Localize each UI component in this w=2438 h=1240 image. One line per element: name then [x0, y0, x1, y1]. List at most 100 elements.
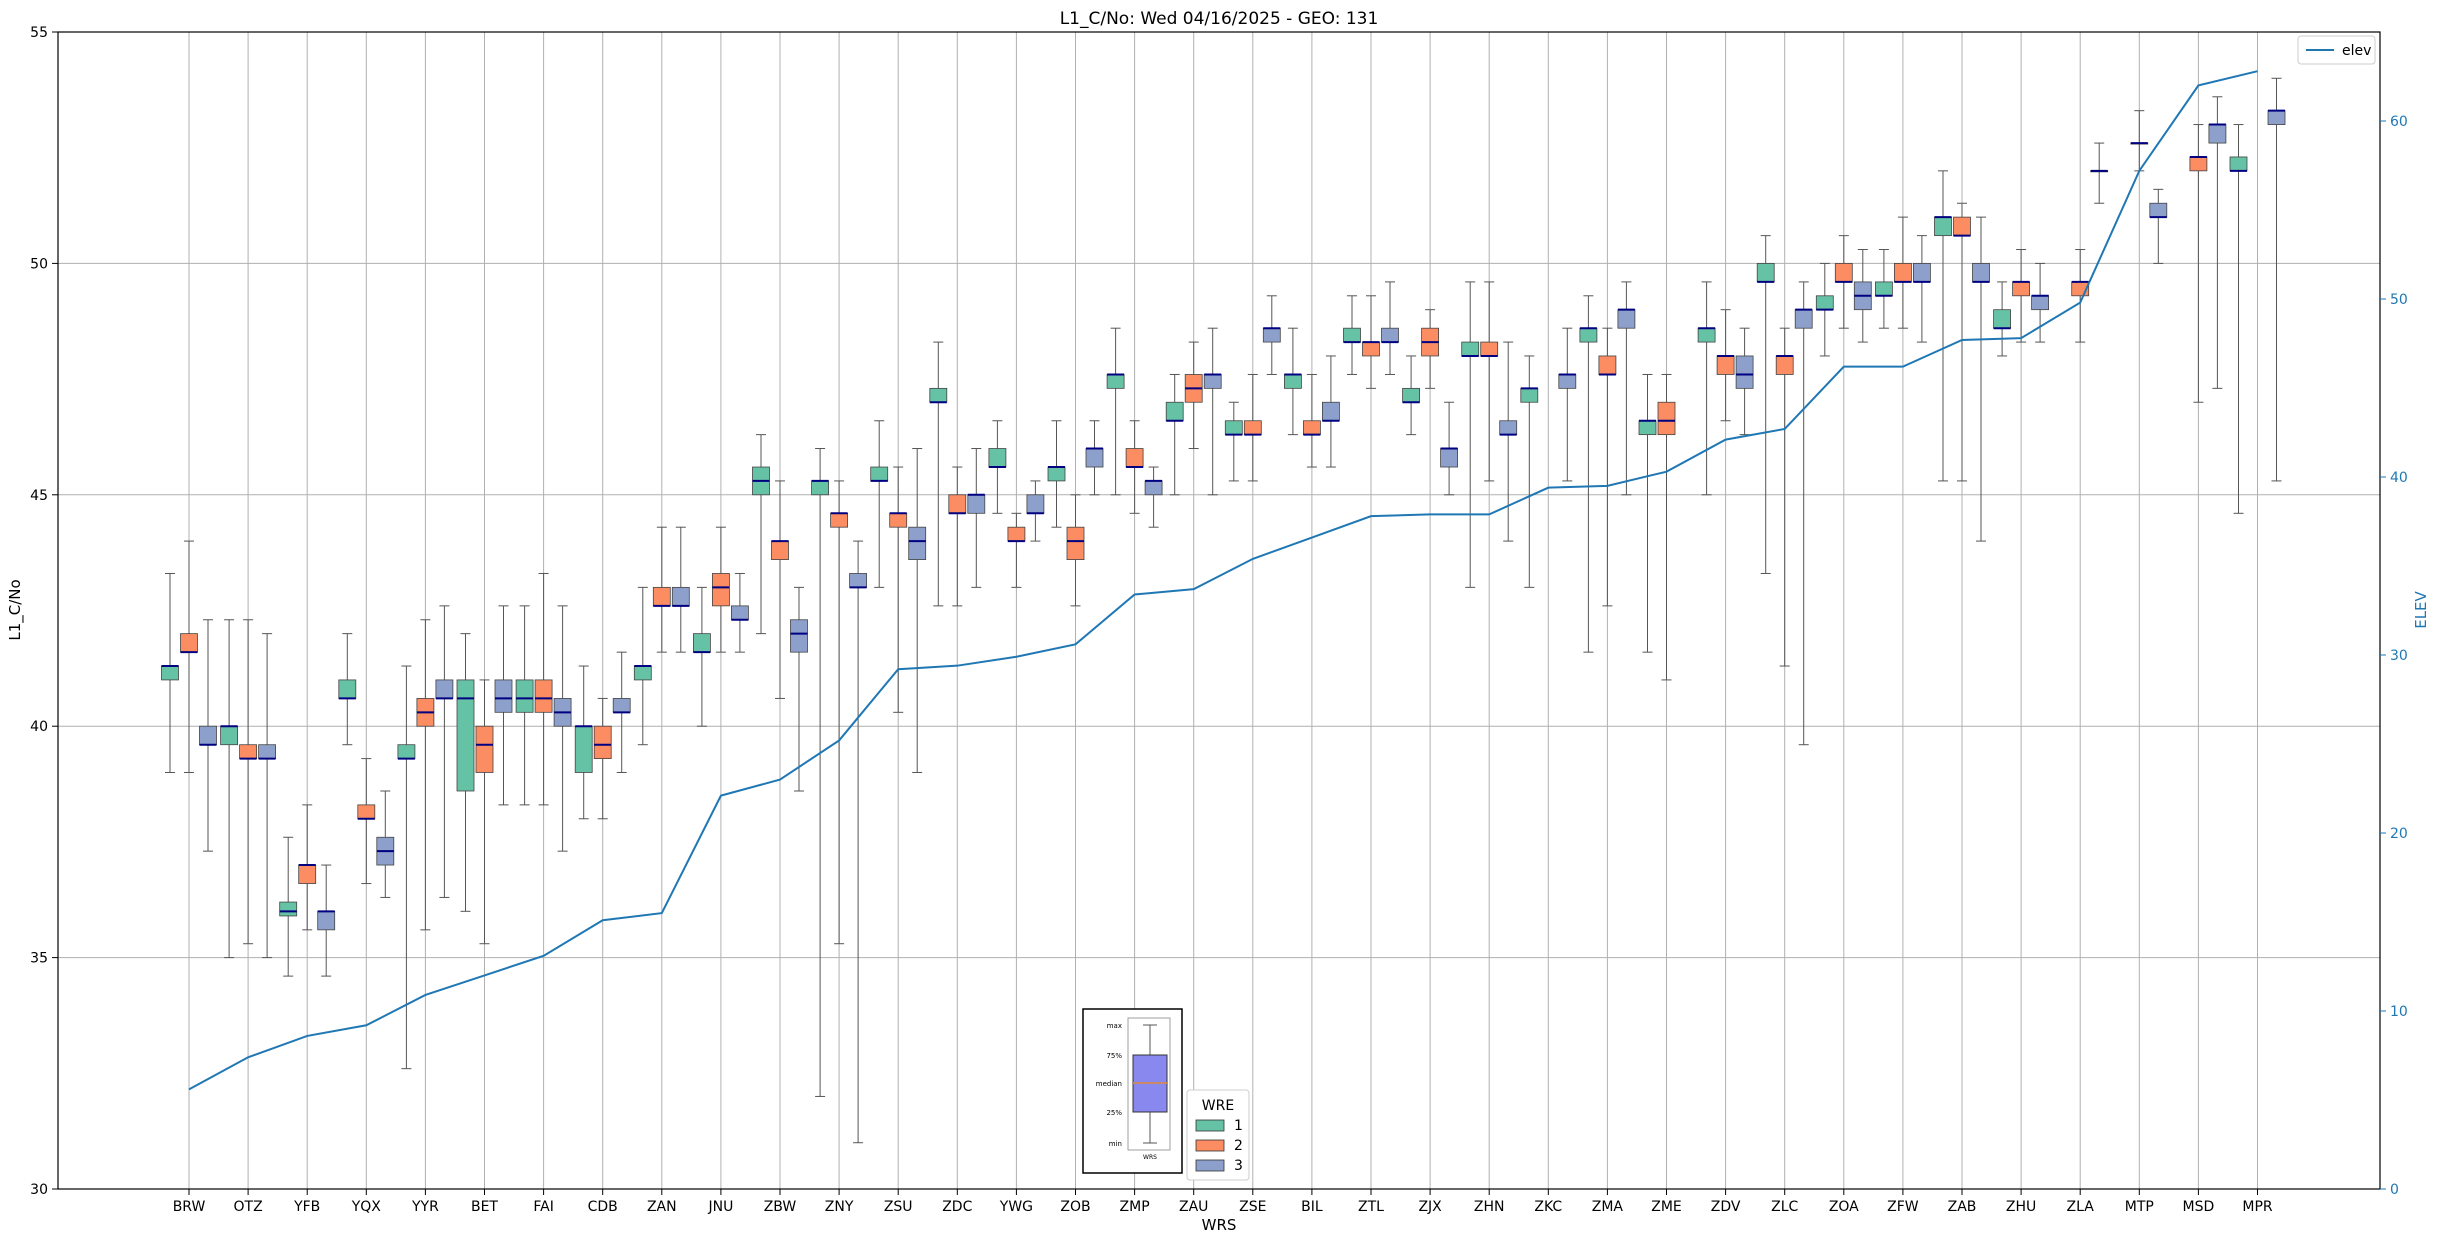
wre-legend-swatch-2 [1195, 1139, 1225, 1152]
box-wre3-ZLC [1794, 281, 1813, 746]
box-wre2-FAI [534, 572, 553, 806]
box-iqr [1834, 262, 1853, 283]
box-iqr [1993, 309, 2011, 329]
box-iqr [1284, 374, 1302, 389]
box-wre2-ZOA [1834, 235, 1853, 329]
box-iqr [180, 633, 198, 653]
box-iqr [1243, 420, 1262, 436]
elev-legend[interactable]: elev [2297, 35, 2376, 65]
box-iqr [870, 466, 889, 482]
box-wre1-BET [456, 633, 475, 912]
x-tick-label: FAI [533, 1199, 553, 1215]
box-wre2-YWG [1007, 512, 1026, 588]
box-iqr [1638, 420, 1657, 436]
box-iqr [1007, 526, 1026, 542]
box-iqr [1520, 387, 1539, 403]
box-wre3-ZMA [1617, 281, 1636, 496]
box-iqr [1066, 526, 1085, 560]
box-iqr [1165, 401, 1184, 422]
box-iqr [1381, 327, 1399, 343]
box-wre1-ZDV [1697, 281, 1716, 496]
box-wre3-ZTL [1381, 281, 1399, 375]
box-wre1-CDB [574, 665, 593, 820]
box-wre2-ZLC [1775, 327, 1794, 667]
box-wre2-ZHU [2012, 249, 2030, 343]
box-iqr [317, 910, 336, 931]
box-iqr [731, 605, 749, 621]
box-wre3-FAI [553, 605, 572, 852]
box-wre1-ZSE [1224, 401, 1243, 482]
box-iqr [811, 480, 829, 496]
box-wre3-BET [494, 605, 513, 806]
inset-key-min: min [1109, 1140, 1122, 1148]
box-iqr [1499, 420, 1518, 436]
box-iqr [948, 494, 967, 514]
box-iqr [2012, 281, 2030, 297]
box-iqr [1934, 216, 1952, 237]
box-wre3-YYR [435, 605, 454, 898]
box-wre1-ZFW [1875, 249, 1893, 329]
y2-axis: 0 10 20 30 40 50 60 [2380, 114, 2408, 1198]
y-tick-label: 30 [30, 1182, 48, 1198]
box-wre1-ZME [1638, 373, 1657, 653]
box-wre2-BRW [180, 540, 198, 773]
box-iqr [220, 725, 239, 746]
box-wre3-ZHN [1499, 341, 1518, 542]
box-iqr [1224, 420, 1243, 436]
x-tick-label: JNU [707, 1199, 733, 1215]
box-wre3-ZLA [2090, 142, 2109, 204]
box-iqr [612, 698, 631, 713]
y-tick-label: 55 [30, 25, 48, 41]
elev-line [188, 70, 2258, 1091]
wre-legend-swatch-1 [1195, 1119, 1225, 1132]
box-iqr [1480, 341, 1499, 357]
x-tick-label: ZLC [1771, 1199, 1798, 1215]
wre-legend-title: WRE [1202, 1098, 1234, 1114]
box-wre2-ZDC [948, 466, 967, 607]
x-tick-label: ZLA [2067, 1199, 2095, 1215]
plot-frame [57, 31, 2381, 1190]
x-tick-label: ZSE [1239, 1199, 1266, 1215]
box-wre3-YWG [1026, 480, 1045, 542]
box-wre2-BIL [1303, 373, 1321, 468]
x-tick-label: YWG [999, 1199, 1033, 1215]
box-wre3-ZAU [1203, 327, 1222, 496]
x-tick-label: ZME [1651, 1199, 1682, 1215]
x-tick-label: ZMA [1592, 1199, 1624, 1215]
box-wre2-ZJX [1421, 309, 1439, 389]
inset-key-q3: 75% [1106, 1052, 1122, 1060]
box-iqr [515, 679, 534, 713]
x-tick-label: CDB [588, 1199, 618, 1215]
y2-tick-label: 60 [2390, 114, 2408, 130]
wre-legend[interactable]: WRE 1 2 3 [1186, 1089, 1250, 1181]
box-wre1-ZJX [1402, 355, 1420, 436]
x-tick-label: ZBW [764, 1199, 797, 1215]
box-iqr [1125, 448, 1144, 468]
x-tick-label: ZMP [1120, 1199, 1150, 1215]
box-iqr [1362, 341, 1380, 357]
box-iqr [199, 725, 217, 746]
box-wre1-ZMP [1106, 327, 1125, 496]
box-iqr [279, 901, 298, 917]
box-wre1-YFB [279, 836, 298, 977]
box-iqr [357, 804, 376, 820]
box-iqr [1617, 309, 1636, 329]
y-tick-label: 45 [30, 488, 48, 504]
box-iqr [2189, 156, 2208, 172]
box-wre3-ZOB [1085, 420, 1104, 496]
box-iqr [1756, 262, 1775, 283]
box-iqr [1697, 327, 1716, 343]
box-wre2-ZDV [1716, 309, 1735, 422]
box-wre2-YFB [298, 804, 317, 931]
x-tick-label: ZFW [1887, 1199, 1919, 1215]
box-iqr [2229, 156, 2248, 172]
box-wre1-ZMA [1579, 295, 1598, 653]
box-wre2-ZTL [1362, 295, 1380, 389]
y2-tick-label: 40 [2390, 470, 2408, 486]
y2-tick-label: 10 [2390, 1004, 2408, 1020]
box-wre3-ZDC [967, 448, 986, 588]
box-iqr [967, 494, 986, 514]
box-iqr [397, 744, 416, 759]
box-wre2-ZME [1657, 373, 1676, 681]
box-wre3-ZSE [1262, 295, 1281, 375]
